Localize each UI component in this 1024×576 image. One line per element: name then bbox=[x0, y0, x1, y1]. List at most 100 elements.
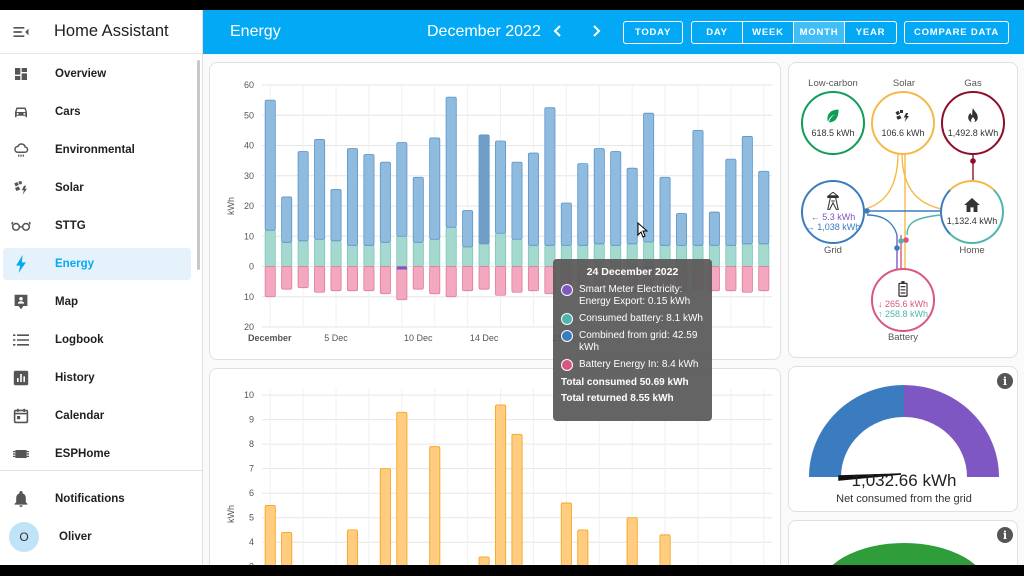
sidebar-item-calendar[interactable]: Calendar bbox=[3, 400, 191, 432]
app-title: Home Assistant bbox=[54, 22, 169, 40]
environmental-icon bbox=[11, 140, 31, 160]
sidebar-item-solar[interactable]: Solar bbox=[3, 172, 191, 204]
y-tick-label: 3 bbox=[249, 562, 254, 565]
bar-combined-from-grid bbox=[527, 152, 539, 246]
solar-icon bbox=[11, 178, 31, 198]
range-day-button[interactable]: DAY bbox=[692, 22, 743, 43]
bar-solar-production bbox=[264, 505, 276, 565]
tooltip-row-text: Smart Meter Electricity: Energy Export: … bbox=[579, 284, 691, 307]
bar-combined-from-grid bbox=[281, 196, 293, 243]
sidebar-item-label: Notifications bbox=[55, 493, 125, 505]
sidebar-item-sttg[interactable]: STTG bbox=[3, 210, 191, 242]
bar-battery-energy-in bbox=[725, 266, 737, 292]
sidebar-item-cars[interactable]: Cars bbox=[3, 96, 191, 128]
sidebar-header: Home Assistant bbox=[0, 10, 202, 54]
sidebar-item-map[interactable]: Map bbox=[3, 286, 191, 318]
sidebar-item-environmental[interactable]: Environmental bbox=[3, 134, 191, 166]
sidebar-scrollbar[interactable] bbox=[197, 60, 200, 270]
tooltip-row: Battery Energy In: 8.4 kWh bbox=[561, 359, 704, 371]
grid-neutrality-gauge-card: i 1,032.66 kWh Net consumed from the gri… bbox=[788, 366, 1018, 512]
bar-battery-energy-in bbox=[264, 266, 276, 298]
range-week-button[interactable]: WEEK bbox=[743, 22, 794, 43]
top-bar: Energy December 2022 TODAY DAY WEEK MONT… bbox=[203, 10, 1024, 54]
solar-production-chart[interactable]: 10 9 8 7 6 5 4 3 kWh bbox=[210, 369, 781, 565]
home-icon bbox=[964, 198, 980, 212]
bar-combined-from-grid bbox=[758, 170, 770, 245]
lowcarbon-node[interactable]: 618.5 kWh bbox=[801, 91, 865, 155]
bar-consumed-battery bbox=[281, 241, 293, 267]
bar-battery-energy-in bbox=[412, 266, 424, 290]
solar-node[interactable]: 106.6 kWh bbox=[871, 91, 935, 155]
sidebar-item-energy[interactable]: Energy bbox=[3, 248, 191, 280]
compare-data-button[interactable]: COMPARE DATA bbox=[904, 21, 1009, 44]
sidebar: Home Assistant Overview Cars Environment… bbox=[0, 10, 203, 565]
mouse-cursor-icon bbox=[637, 222, 648, 238]
range-month-button[interactable]: MONTH bbox=[794, 22, 845, 43]
bar-battery-energy-in bbox=[379, 266, 391, 295]
y-tick-label: 50 bbox=[244, 110, 254, 120]
sidebar-item-label: Calendar bbox=[55, 410, 105, 422]
grid-in-value: ← 5.3 kWh bbox=[810, 212, 856, 222]
gauge-label: Net consumed from the grid bbox=[836, 493, 972, 505]
bar-solar-production bbox=[511, 433, 523, 565]
legend-dot bbox=[561, 313, 573, 325]
y-axis-title: kWh bbox=[226, 197, 236, 215]
x-tick-label: December bbox=[248, 333, 292, 343]
sidebar-item-overview[interactable]: Overview bbox=[3, 58, 191, 90]
sidebar-item-label: Cars bbox=[55, 106, 81, 118]
sidebar-item-logbook[interactable]: Logbook bbox=[3, 324, 191, 356]
battery-node[interactable]: ↓ 265.6 kWh ↑ 258.8 kWh bbox=[871, 268, 935, 332]
bar-battery-energy-in bbox=[346, 266, 358, 292]
gas-node[interactable]: 1,492.8 kWh bbox=[941, 91, 1005, 155]
car-icon bbox=[11, 102, 31, 122]
bar-combined-from-grid bbox=[297, 151, 309, 242]
bar-combined-from-grid bbox=[643, 112, 655, 243]
lowcarbon-label: Low-carbon bbox=[808, 78, 858, 89]
bar-combined-from-grid bbox=[346, 148, 358, 246]
sidebar-item-label: Solar bbox=[55, 182, 84, 194]
bar-combined-from-grid bbox=[610, 151, 622, 246]
legend-dot bbox=[561, 284, 573, 296]
menu-collapse-icon[interactable] bbox=[11, 22, 31, 42]
app-root: Home Assistant Overview Cars Environment… bbox=[0, 10, 1024, 565]
y-tick-label: 10 bbox=[244, 390, 254, 400]
info-icon[interactable]: i bbox=[997, 527, 1013, 543]
previous-period-button[interactable] bbox=[549, 22, 567, 40]
range-year-button[interactable]: YEAR bbox=[855, 27, 886, 38]
sidebar-item-history[interactable]: History bbox=[3, 362, 191, 394]
bar-consumed-battery bbox=[478, 243, 490, 267]
bar-consumed-battery bbox=[314, 238, 326, 267]
esphome-icon bbox=[11, 444, 31, 464]
home-node[interactable]: 1,132.4 kWh bbox=[940, 180, 1004, 244]
bar-combined-from-grid bbox=[676, 213, 688, 246]
energy-usage-chart[interactable]: 60 50 40 30 20 10 0 10 20 kWh December 5 Dec 10 Dec 1… bbox=[210, 63, 781, 360]
battery-label: Battery bbox=[887, 332, 919, 343]
bar-combined-from-grid bbox=[462, 210, 474, 248]
legend-dot bbox=[561, 330, 573, 342]
grid-node[interactable]: ← 5.3 kWh → 1,038 kWh bbox=[801, 180, 865, 244]
y-tick-label: 0 bbox=[249, 262, 254, 272]
bar-consumed-battery bbox=[495, 232, 507, 267]
today-button[interactable]: TODAY bbox=[623, 21, 683, 44]
glasses-icon bbox=[11, 216, 31, 236]
bar-battery-energy-in bbox=[429, 266, 441, 295]
info-icon[interactable]: i bbox=[997, 373, 1013, 389]
user-name: Oliver bbox=[59, 531, 92, 543]
battery-in-value: ↓ 265.6 kWh bbox=[877, 299, 929, 309]
bar-battery-energy-in bbox=[445, 266, 457, 298]
bar-combined-from-grid bbox=[264, 99, 276, 231]
bar-combined-from-grid bbox=[330, 188, 342, 242]
y-tick-label: 60 bbox=[244, 80, 254, 90]
battery-icon bbox=[898, 281, 908, 297]
sidebar-item-user[interactable]: O Oliver bbox=[3, 521, 197, 553]
sidebar-item-esphome[interactable]: ESPHome bbox=[3, 438, 191, 466]
bar-consumed-battery bbox=[741, 243, 753, 267]
gauge-needle bbox=[838, 473, 902, 481]
sidebar-item-notifications[interactable]: Notifications bbox=[3, 483, 197, 515]
next-period-button[interactable] bbox=[587, 22, 605, 40]
distribution-flow-lines bbox=[833, 152, 976, 293]
solar-power-icon bbox=[895, 110, 909, 122]
bar-battery-energy-in bbox=[511, 266, 523, 293]
y-axis-title: kWh bbox=[226, 505, 236, 523]
bar-battery-energy-in bbox=[396, 266, 408, 301]
